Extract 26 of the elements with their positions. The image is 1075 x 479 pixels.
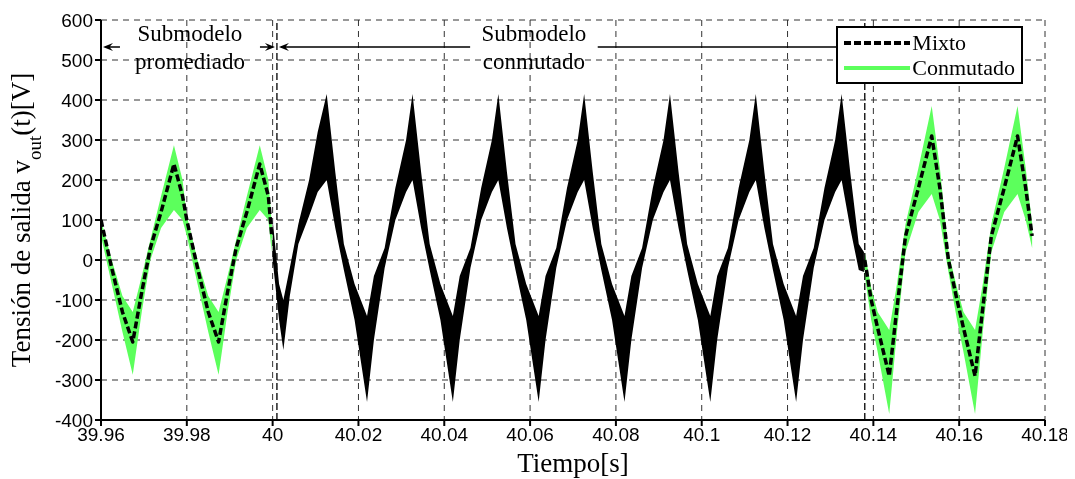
- x-tick-label: 40.14: [849, 424, 898, 446]
- y-tick-label: 200: [61, 169, 93, 191]
- y-tick-label: -100: [54, 289, 93, 311]
- x-tick-label: 40.02: [334, 424, 383, 446]
- x-tick-label: 40.04: [420, 424, 469, 446]
- x-tick-label: 39.98: [163, 424, 211, 446]
- y-tick-label: 300: [61, 129, 93, 151]
- x-tick-label: 40: [262, 424, 284, 446]
- legend-label: Mixto: [912, 30, 967, 55]
- annotation: Submodelo conmutado: [481, 21, 587, 74]
- y-tick-label: -300: [54, 369, 93, 391]
- y-tick-label: 500: [61, 49, 93, 71]
- x-tick-label: 40.08: [592, 424, 640, 446]
- y-tick-label: 400: [61, 89, 93, 111]
- x-tick-label: 40.1: [683, 424, 721, 446]
- annotation: Submodelo promediado: [135, 21, 245, 74]
- x-tick-label: 40.18: [1021, 424, 1069, 446]
- y-tick-label: -200: [54, 329, 93, 351]
- x-tick-label: 40.12: [763, 424, 812, 446]
- y-tick-label: 600: [61, 9, 93, 31]
- x-axis-title: Tiempo[s]: [517, 448, 629, 478]
- y-tick-label: 100: [61, 209, 93, 231]
- legend-label: Conmutado: [912, 55, 1015, 80]
- x-tick-label: 40.16: [935, 424, 983, 446]
- x-tick-label: 40.06: [506, 424, 554, 446]
- y-tick-label: 0: [82, 249, 93, 271]
